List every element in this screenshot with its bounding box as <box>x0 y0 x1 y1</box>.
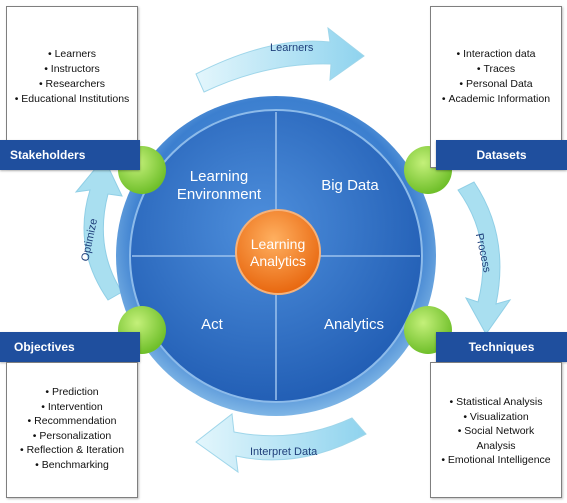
learners-arrow-label: Learners <box>270 42 314 54</box>
learning-environment-line1: Learning <box>189 168 249 185</box>
techniques-title: Techniques <box>468 340 535 354</box>
list-item: Visualization <box>431 410 561 425</box>
learning-environment-label: Learning Environment <box>164 168 274 204</box>
list-item: Personalization <box>7 429 137 444</box>
list-item: Learners <box>7 47 137 62</box>
list-item: Emotional Intelligence <box>431 453 561 468</box>
list-item: Traces <box>431 62 561 77</box>
datasets-list: Interaction data Traces Personal Data Ac… <box>431 47 561 107</box>
list-item: Academic Information <box>431 92 561 107</box>
datasets-title: Datasets <box>476 148 527 162</box>
list-item: Social Network <box>431 424 561 439</box>
list-item: Prediction <box>7 385 137 400</box>
list-item: Interaction data <box>431 47 561 62</box>
objectives-title: Objectives <box>14 340 75 354</box>
big-data-label: Big Data <box>321 177 379 194</box>
stakeholders-title: Stakeholders <box>10 148 86 162</box>
act-label: Act <box>201 316 223 333</box>
center-label-line2: Analytics <box>249 253 307 269</box>
list-item: Reflection & Iteration <box>7 443 137 458</box>
objectives-title-bar: Objectives <box>0 332 140 362</box>
list-item-continuation: Analysis <box>476 439 516 452</box>
list-item: Educational Institutions <box>7 92 137 107</box>
analytics-label: Analytics <box>323 316 385 333</box>
techniques-box: Statistical Analysis Visualization Socia… <box>430 362 562 498</box>
center-label-line1: Learning <box>250 236 306 252</box>
learning-environment-line2: Environment <box>176 186 262 203</box>
interpret-data-arrow-label: Interpret Data <box>250 446 318 458</box>
objectives-box: Prediction Intervention Recommendation P… <box>6 362 138 498</box>
optimize-arrow <box>74 157 123 301</box>
list-item: Personal Data <box>431 77 561 92</box>
center-label: Learning Analytics <box>238 236 318 270</box>
list-item: Statistical Analysis <box>431 395 561 410</box>
interpret-data-arrow <box>195 413 367 474</box>
objectives-list: Prediction Intervention Recommendation P… <box>7 385 137 472</box>
center-circle <box>235 209 321 295</box>
techniques-list: Statistical Analysis Visualization Socia… <box>431 395 561 468</box>
stakeholders-list: Learners Instructors Researchers Educati… <box>7 47 137 107</box>
process-arrow <box>457 181 512 335</box>
datasets-title-bar: Datasets <box>436 140 567 170</box>
list-item: Instructors <box>7 62 137 77</box>
list-item: Benchmarking <box>7 458 137 473</box>
techniques-title-bar: Techniques <box>436 332 567 362</box>
list-item: Researchers <box>7 77 137 92</box>
list-item: Intervention <box>7 400 137 415</box>
learners-arrow <box>195 26 365 93</box>
stakeholders-title-bar: Stakeholders <box>0 140 140 170</box>
list-item: Recommendation <box>7 414 137 429</box>
